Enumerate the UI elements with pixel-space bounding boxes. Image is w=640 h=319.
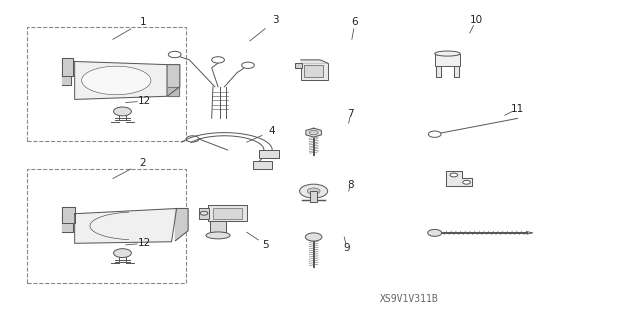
Ellipse shape (81, 66, 151, 95)
Polygon shape (62, 58, 73, 76)
Circle shape (242, 62, 254, 69)
Polygon shape (446, 171, 472, 186)
Text: 3: 3 (272, 15, 278, 26)
Bar (213, 208, 242, 219)
Ellipse shape (206, 232, 230, 239)
Polygon shape (167, 65, 180, 96)
Bar (259, 150, 278, 158)
Text: 4: 4 (269, 126, 276, 136)
Polygon shape (301, 60, 328, 63)
Text: XS9V1V311B: XS9V1V311B (380, 293, 438, 304)
Text: 8: 8 (348, 180, 354, 190)
Polygon shape (168, 87, 179, 96)
Text: 2: 2 (140, 158, 146, 168)
Circle shape (307, 188, 320, 194)
Polygon shape (175, 209, 188, 241)
Ellipse shape (435, 51, 460, 56)
Text: 7: 7 (348, 109, 354, 119)
Bar (294, 63, 302, 68)
Bar (27, 27, 186, 141)
Bar (301, 63, 328, 80)
Circle shape (113, 249, 131, 257)
Circle shape (309, 130, 318, 135)
Text: 12: 12 (138, 238, 152, 248)
Text: 9: 9 (344, 243, 350, 253)
Polygon shape (306, 128, 321, 137)
Polygon shape (211, 221, 226, 232)
Polygon shape (62, 207, 75, 223)
Bar (253, 161, 272, 169)
Text: 11: 11 (511, 104, 524, 114)
Circle shape (300, 184, 328, 198)
Text: 5: 5 (262, 240, 269, 250)
Text: 10: 10 (470, 15, 483, 26)
Bar (209, 205, 246, 221)
Circle shape (428, 131, 441, 137)
Circle shape (212, 57, 225, 63)
Polygon shape (62, 223, 74, 232)
Circle shape (305, 233, 322, 241)
Circle shape (450, 173, 458, 177)
Bar (304, 65, 323, 77)
Polygon shape (454, 66, 459, 77)
Polygon shape (62, 76, 72, 85)
Circle shape (168, 51, 181, 58)
Bar (199, 208, 209, 219)
Circle shape (200, 211, 208, 215)
Text: 1: 1 (140, 17, 146, 27)
Circle shape (113, 107, 131, 116)
Circle shape (186, 136, 199, 142)
Circle shape (428, 229, 442, 236)
Polygon shape (75, 209, 177, 243)
Polygon shape (436, 66, 441, 77)
Bar (310, 191, 317, 202)
Polygon shape (75, 62, 167, 100)
Bar (27, 169, 186, 283)
Circle shape (463, 180, 470, 184)
Text: 6: 6 (352, 17, 358, 27)
Text: 12: 12 (138, 96, 152, 106)
Bar (435, 54, 460, 66)
